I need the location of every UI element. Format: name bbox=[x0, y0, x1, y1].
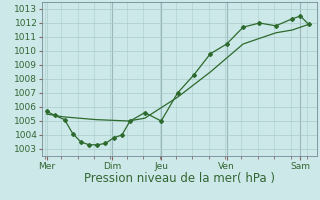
X-axis label: Pression niveau de la mer( hPa ): Pression niveau de la mer( hPa ) bbox=[84, 172, 275, 185]
